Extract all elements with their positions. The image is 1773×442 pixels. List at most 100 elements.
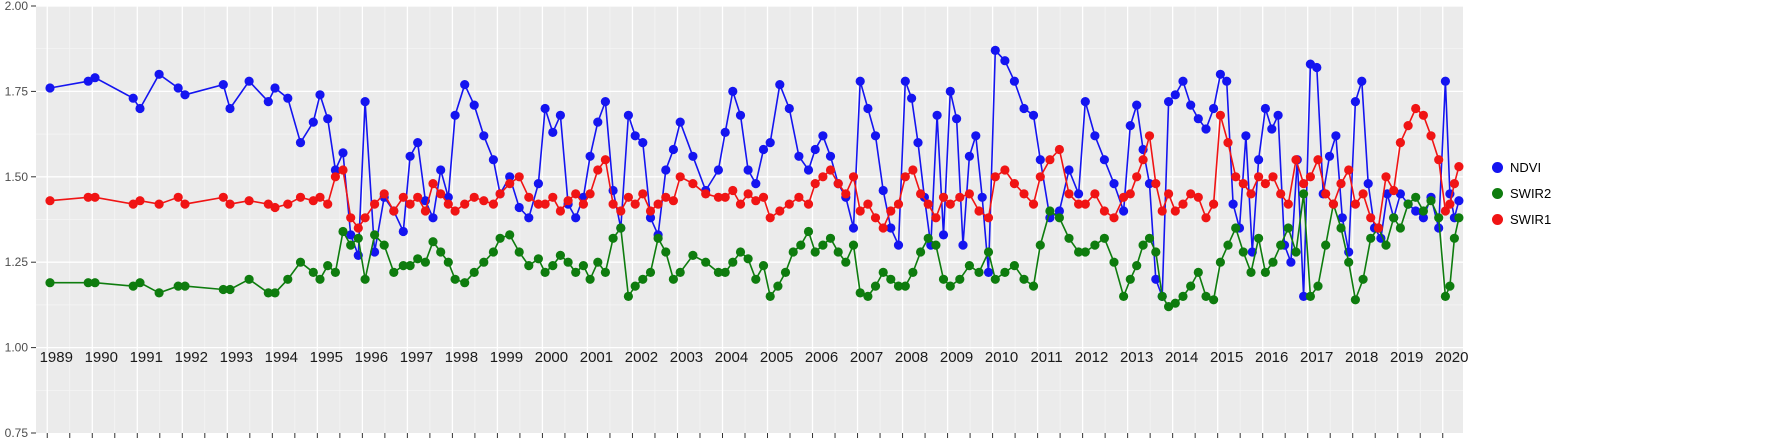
swir1-data-point <box>460 199 470 209</box>
ndvi-data-point <box>1241 131 1251 141</box>
swir2-data-point <box>1231 223 1241 233</box>
swir1-data-point <box>436 189 446 199</box>
ndvi-data-point <box>848 223 859 233</box>
swir1-data-point <box>1144 131 1155 141</box>
swir2-data-point <box>855 288 865 298</box>
ndvi-data-point <box>135 103 145 114</box>
swir1-data-point <box>353 223 363 233</box>
swir2-data-point <box>1276 240 1286 250</box>
swir1-data-point <box>1193 192 1203 202</box>
swir1-data-point <box>428 179 438 189</box>
ndvi-data-point <box>1228 199 1238 209</box>
ndvi-data-point <box>1164 97 1174 107</box>
ndvi-data-point <box>443 192 453 202</box>
ndvi-data-point <box>1000 56 1010 66</box>
swir1-data-point <box>661 192 671 202</box>
swir2-data-point <box>1268 257 1278 267</box>
swir2-data-point <box>479 257 489 267</box>
swir2-data-point <box>173 281 183 291</box>
swir1-data-point <box>1080 199 1090 209</box>
ndvi-data-point <box>1363 179 1373 189</box>
swir2-data-point <box>330 267 340 277</box>
swir2-data-point <box>990 274 1000 284</box>
swir1-data-point <box>443 199 453 209</box>
swir2-data-point <box>1000 267 1010 277</box>
swir2-data-point <box>1254 233 1264 243</box>
ndvi-data-point <box>330 165 340 175</box>
swir1-data-point <box>180 199 190 209</box>
swir1-data-point <box>938 192 949 202</box>
ndvi-data-point <box>1074 189 1084 199</box>
swir2-data-point <box>405 261 415 271</box>
swir2-data-point <box>886 274 896 284</box>
swir2-data-point <box>788 247 798 257</box>
ndvi-data-point <box>735 110 746 120</box>
swir2-data-point <box>751 274 761 284</box>
ndvi-data-point <box>675 117 685 127</box>
swir1-data-point <box>818 172 828 182</box>
swir1-data-point <box>751 196 761 206</box>
swir2-data-point <box>728 257 738 267</box>
swir2-data-point <box>983 247 994 257</box>
swir1-data-point <box>315 192 325 202</box>
ndvi-data-point <box>900 76 910 86</box>
x-tick-label: 2001 <box>580 349 613 366</box>
swir2-data-point <box>315 274 325 284</box>
swir2-data-point <box>1449 233 1459 243</box>
x-tick-label: 2018 <box>1345 349 1378 366</box>
ndvi-data-point <box>1193 114 1203 124</box>
ndvi-data-point <box>1215 69 1225 79</box>
ndvi-data-point <box>479 131 489 141</box>
legend-item-swir2: SWIR2 <box>1492 183 1551 203</box>
swir2-data-point <box>638 274 648 284</box>
swir2-data-point <box>818 240 828 250</box>
ndvi-data-point <box>1109 179 1119 189</box>
swir2-data-point <box>578 261 589 271</box>
swir1-data-point <box>1009 179 1020 189</box>
swir1-data-point <box>1313 155 1323 165</box>
x-tick-label: 2014 <box>1165 349 1198 366</box>
swir1-data-point <box>469 192 479 202</box>
x-tick-label: 1993 <box>220 349 253 366</box>
y-tick-label: 2.00 <box>5 0 29 13</box>
ndvi-data-point <box>1186 100 1196 110</box>
x-tick-label: 2012 <box>1075 349 1108 366</box>
ndvi-data-point <box>338 148 348 158</box>
swir1-data-point <box>295 192 306 202</box>
swir1-data-point <box>1299 179 1309 189</box>
ndvi-data-point <box>571 213 581 223</box>
swir2-data-point <box>878 267 888 277</box>
swir1-data-point <box>45 196 55 206</box>
ndvi-data-point <box>270 83 280 93</box>
ndvi-data-point <box>45 83 55 93</box>
swir1-data-point <box>1389 185 1399 196</box>
swir2-data-point <box>773 281 783 291</box>
swir1-data-point <box>735 199 746 209</box>
swir1-data-point <box>524 192 534 202</box>
swir1-data-point <box>775 206 785 216</box>
swir2-data-point <box>360 274 370 284</box>
ndvi-data-point <box>323 114 333 124</box>
swir2-data-point <box>1411 192 1421 202</box>
ndvi-data-point <box>1019 103 1029 114</box>
ndvi-data-point <box>1209 103 1219 114</box>
ndvi-data-point <box>1054 206 1064 216</box>
ndvi-data-point <box>765 138 775 148</box>
swir2-data-point <box>796 240 806 250</box>
swir2-data-point <box>1209 295 1219 305</box>
swir1-data-point <box>923 199 933 209</box>
ndvi-data-point <box>428 213 438 223</box>
ndvi-data-point <box>555 110 566 120</box>
swir1-data-point <box>1238 179 1248 189</box>
swir2-data-point <box>1445 281 1455 291</box>
swir1-data-point <box>1090 189 1100 199</box>
swir2-data-point <box>765 291 775 301</box>
x-tick-label: 1998 <box>445 349 478 366</box>
swir2-data-point <box>1074 247 1084 257</box>
ndvi-data-point <box>308 117 318 127</box>
x-tick-label: 1995 <box>310 349 343 366</box>
ndvi-data-point <box>173 83 183 93</box>
swir2-data-point <box>533 254 544 264</box>
swir2-data-point <box>563 257 573 267</box>
legend-item-swir1: SWIR1 <box>1492 209 1551 229</box>
